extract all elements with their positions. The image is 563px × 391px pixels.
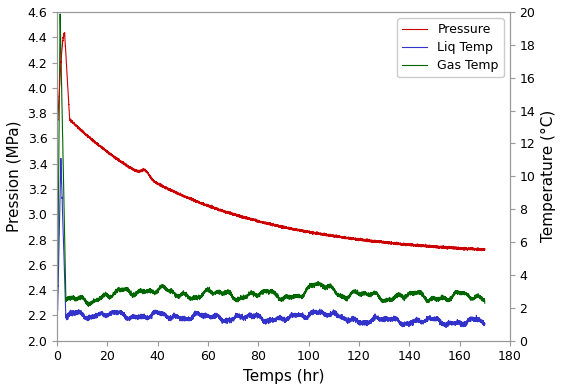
- Pressure: [325, 233, 332, 238]
- Liq Temp: [325, 314, 332, 319]
- Pressure: [371, 239, 378, 244]
- Line: Pressure: Pressure: [57, 33, 485, 251]
- Liq Temp: [394, 317, 400, 322]
- Gas Temp: [53, 291, 60, 296]
- Legend: Pressure, Liq Temp, Gas Temp: Pressure, Liq Temp, Gas Temp: [397, 18, 504, 77]
- Pressure: [61, 30, 68, 35]
- Liq Temp: [371, 317, 378, 322]
- Gas Temp: [481, 301, 488, 305]
- Gas Temp: [209, 291, 216, 295]
- Line: Liq Temp: Liq Temp: [57, 158, 485, 328]
- Liq Temp: [53, 309, 60, 314]
- Liq Temp: [307, 312, 314, 317]
- Gas Temp: [394, 292, 400, 296]
- Gas Temp: [85, 304, 92, 309]
- Pressure: [53, 117, 60, 122]
- Line: Gas Temp: Gas Temp: [57, 14, 485, 307]
- Liq Temp: [481, 321, 488, 326]
- Pressure: [481, 246, 488, 251]
- Gas Temp: [75, 294, 82, 299]
- Gas Temp: [371, 290, 378, 294]
- Pressure: [75, 126, 82, 130]
- Pressure: [209, 204, 216, 209]
- Y-axis label: Temperature (°C): Temperature (°C): [541, 110, 556, 242]
- Gas Temp: [307, 283, 314, 288]
- Pressure: [474, 248, 481, 253]
- Liq Temp: [75, 310, 82, 314]
- Liq Temp: [443, 325, 449, 330]
- Pressure: [307, 230, 314, 234]
- Pressure: [394, 242, 400, 247]
- X-axis label: Temps (hr): Temps (hr): [243, 369, 324, 384]
- Liq Temp: [209, 316, 216, 320]
- Liq Temp: [57, 156, 64, 161]
- Gas Temp: [57, 12, 64, 16]
- Gas Temp: [325, 283, 332, 288]
- Y-axis label: Pression (MPa): Pression (MPa): [7, 120, 22, 232]
